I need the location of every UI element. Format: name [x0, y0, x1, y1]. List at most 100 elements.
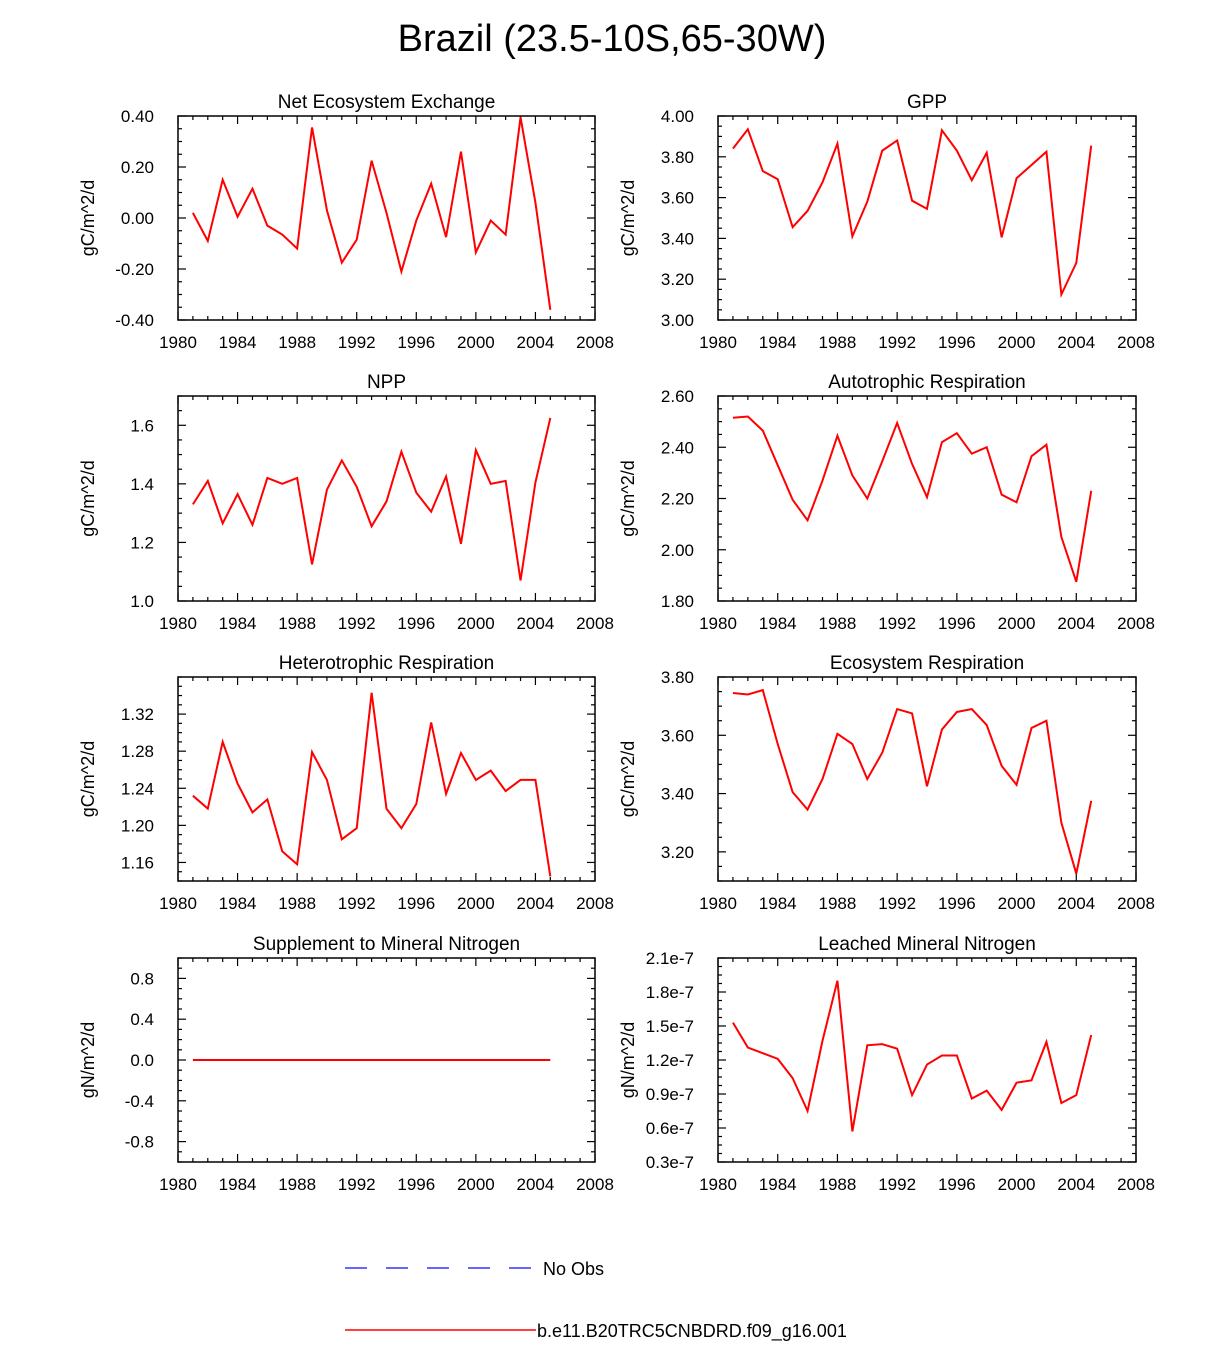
y-tick-label: -0.20 [115, 260, 154, 279]
x-tick-label: 1992 [878, 1175, 916, 1194]
y-tick-label: 1.6 [130, 416, 154, 435]
x-tick-label: 1984 [759, 1175, 797, 1194]
x-tick-label: 2008 [1117, 1175, 1155, 1194]
y-tick-label: 0.8 [130, 969, 154, 988]
x-tick-label: 1992 [878, 614, 916, 633]
y-tick-label: 2.20 [661, 490, 694, 509]
panel-5: Heterotrophic Respiration gC/m^2/d 1980 198… [78, 653, 614, 913]
x-tick-label: 2000 [457, 333, 495, 352]
y-tick-label: 1.20 [121, 816, 154, 835]
x-tick-label: 1996 [397, 1175, 435, 1194]
x-tick-label: 2000 [457, 1175, 495, 1194]
panel-4: Autotrophic Respiration gC/m^2/d 1980 1984 1… [618, 372, 1155, 633]
x-tick-label: 1980 [699, 333, 737, 352]
x-tick-label: 2000 [998, 1175, 1036, 1194]
y-tick-label: 1.32 [121, 705, 154, 724]
x-tick-label: 1992 [338, 333, 376, 352]
series-line [732, 688, 1093, 874]
y-tick-label: 1.16 [121, 853, 154, 872]
x-tick-label: 1988 [278, 894, 316, 913]
x-tick-label: 1988 [819, 1175, 857, 1194]
x-tick-label: 1980 [159, 894, 197, 913]
panel-title: Supplement to Mineral Nitrogen [253, 934, 520, 955]
y-tick-label: 4.00 [661, 107, 694, 126]
x-tick-label: 1996 [938, 1175, 976, 1194]
y-tick-label: 3.60 [661, 189, 694, 208]
x-tick-label: 2008 [576, 614, 614, 633]
y-tick-label: 0.0 [130, 1051, 154, 1070]
series-line [192, 417, 552, 581]
x-tick-label: 1980 [699, 614, 737, 633]
series-line [732, 415, 1093, 583]
x-tick-label: 2008 [576, 333, 614, 352]
x-tick-label: 2004 [1057, 1175, 1095, 1194]
y-tick-label: 0.6e-7 [646, 1119, 694, 1138]
x-tick-label: 2004 [517, 614, 555, 633]
x-tick-label: 1988 [278, 614, 316, 633]
x-tick-label: 1988 [819, 894, 857, 913]
legend-label: No Obs [543, 1259, 604, 1279]
x-tick-label: 1984 [219, 614, 257, 633]
panel-title: Heterotrophic Respiration [279, 653, 494, 674]
y-tick-label: 3.20 [661, 270, 694, 289]
x-tick-label: 1984 [759, 614, 797, 633]
y-tick-label: 1.2e-7 [646, 1051, 694, 1070]
x-tick-label: 1988 [819, 333, 857, 352]
y-axis-label: gC/m^2/d [78, 741, 98, 817]
panel-title: GPP [907, 92, 947, 113]
panel-8: Leached Mineral Nitrogen gN/m^2/d 1980 1984… [618, 934, 1155, 1194]
x-tick-label: 2004 [517, 333, 555, 352]
panel-title: NPP [367, 372, 406, 393]
y-tick-label: 1.5e-7 [646, 1017, 694, 1036]
series-line [192, 117, 552, 310]
y-axis-label: gC/m^2/d [618, 460, 638, 536]
x-tick-label: 1980 [159, 1175, 197, 1194]
y-tick-label: 2.60 [661, 387, 694, 406]
x-tick-label: 2008 [1117, 614, 1155, 633]
x-tick-label: 2000 [457, 894, 495, 913]
x-tick-label: 1980 [159, 614, 197, 633]
x-tick-label: 2008 [576, 894, 614, 913]
x-tick-label: 2000 [998, 614, 1036, 633]
x-tick-label: 1992 [878, 894, 916, 913]
x-tick-label: 2004 [517, 1175, 555, 1194]
panel-6: Ecosystem Respiration gC/m^2/d 1980 1984 198… [618, 653, 1155, 913]
x-tick-label: 1996 [938, 333, 976, 352]
x-tick-label: 1980 [699, 1175, 737, 1194]
y-tick-label: 0.3e-7 [646, 1153, 694, 1172]
x-tick-label: 1980 [159, 333, 197, 352]
x-tick-label: 1996 [938, 894, 976, 913]
x-tick-label: 1992 [338, 614, 376, 633]
x-tick-label: 2004 [1057, 614, 1095, 633]
x-tick-label: 1980 [699, 894, 737, 913]
y-tick-label: 2.1e-7 [646, 949, 694, 968]
x-tick-label: 2008 [1117, 894, 1155, 913]
x-tick-label: 2000 [998, 333, 1036, 352]
y-tick-label: 1.24 [121, 779, 154, 798]
x-tick-label: 1984 [759, 333, 797, 352]
x-tick-label: 2004 [1057, 894, 1095, 913]
y-tick-label: -0.8 [125, 1133, 154, 1152]
x-tick-label: 1992 [338, 894, 376, 913]
y-tick-label: 1.80 [661, 592, 694, 611]
panel-3: NPP gC/m^2/d 1980 1984 1988 1992 1996 2000 2004 2… [78, 372, 614, 633]
x-tick-label: 1996 [397, 894, 435, 913]
panel-title: Leached Mineral Nitrogen [818, 934, 1036, 955]
series-line [192, 692, 552, 877]
x-tick-label: 1996 [938, 614, 976, 633]
plot-frame [717, 676, 1137, 882]
x-tick-label: 1984 [219, 894, 257, 913]
figure-title: Brazil (23.5-10S,65-30W) [397, 18, 827, 60]
x-tick-label: 2008 [1117, 333, 1155, 352]
legend-label: b.e11.B20TRC5CNBDRD.f09_g16.001 [537, 1321, 847, 1342]
x-tick-label: 1992 [338, 1175, 376, 1194]
panel-1: Net Ecosystem Exchange gC/m^2/d 1980 1984 19… [78, 92, 614, 352]
plot-frame [717, 395, 1137, 602]
x-tick-label: 1988 [278, 1175, 316, 1194]
plot-frame [717, 115, 1137, 321]
x-tick-label: 2004 [517, 894, 555, 913]
plot-frame [177, 676, 596, 882]
y-tick-label: 0.9e-7 [646, 1085, 694, 1104]
x-tick-label: 1996 [397, 614, 435, 633]
x-tick-label: 1984 [759, 894, 797, 913]
